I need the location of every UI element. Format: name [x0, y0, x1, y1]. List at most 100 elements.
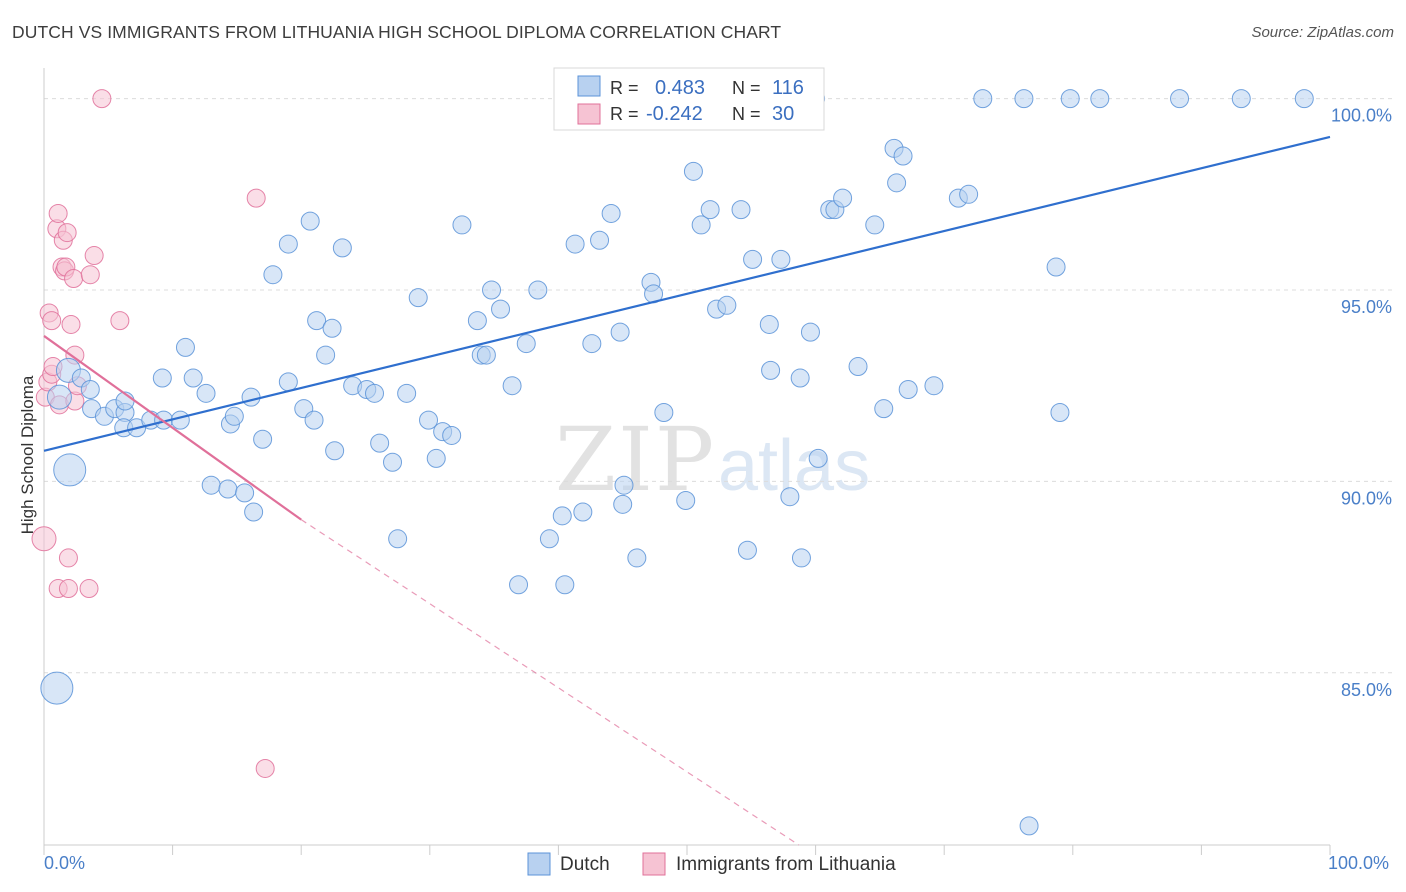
dutch-point-61 — [539, 529, 559, 549]
dutch-point-50 — [442, 425, 462, 445]
dutch-point-30 — [278, 234, 298, 254]
dutch-point-54 — [476, 345, 496, 365]
dutch-point-33 — [304, 410, 324, 430]
dutch-point-91 — [791, 548, 811, 568]
legend-label-lith: Immigrants from Lithuania — [676, 854, 896, 875]
dutch-point-112 — [1050, 402, 1070, 422]
dutch-point-24 — [235, 483, 255, 503]
dutch-point-32 — [300, 211, 320, 231]
dutch-point-104 — [898, 380, 918, 400]
dutch-point-51 — [452, 215, 472, 235]
lithuania-point-24 — [84, 246, 104, 266]
dutch-point-63 — [555, 575, 575, 595]
stats-legend: R = 0.483 N = 116 R = -0.242 N = 30 — [553, 67, 825, 131]
stats-r-label-dutch: R = — [610, 78, 639, 98]
dutch-point-21 — [218, 479, 238, 499]
dutch-point-48 — [426, 448, 446, 468]
stats-legend-swatch-lith — [577, 103, 601, 125]
dutch-point-44 — [388, 529, 408, 549]
dutch-point-43 — [383, 452, 403, 472]
lithuania-point-5 — [42, 311, 62, 331]
stats-legend-swatch-dutch — [577, 75, 601, 97]
dutch-point-113 — [1060, 89, 1080, 109]
lithuania-point-26 — [110, 311, 130, 331]
chart-title: DUTCH VS IMMIGRANTS FROM LITHUANIA HIGH … — [12, 22, 782, 42]
dutch-point-114 — [1090, 89, 1110, 109]
stats-n-label-dutch: N = — [732, 78, 761, 98]
grid-lines — [44, 98, 1392, 674]
dutch-point-98 — [848, 357, 868, 377]
dutch-point-92 — [800, 322, 820, 342]
dutch-point-102 — [887, 173, 907, 193]
lithuania-point-18 — [61, 314, 81, 334]
dutch-point-109 — [1014, 89, 1034, 109]
dutch-point-69 — [610, 322, 630, 342]
stats-n-value-lith: 30 — [772, 103, 794, 125]
dutch-point-71 — [614, 475, 634, 495]
dutch-point-68 — [601, 203, 621, 223]
dutch-point-0 — [53, 453, 87, 487]
dutch-point-55 — [482, 280, 502, 300]
y-axis-label: High School Diploma — [18, 375, 37, 534]
legend-label-dutch: Dutch — [560, 854, 610, 875]
y-tick-label-2: 95.0% — [1341, 297, 1392, 317]
dutch-point-47 — [419, 410, 439, 430]
y-tick-labels: 85.0% 90.0% 95.0% 100.0% — [1331, 106, 1392, 700]
legend-swatch-dutch — [527, 852, 551, 876]
dutch-point-57 — [502, 376, 522, 396]
dutch-point-18 — [183, 368, 203, 388]
lithuania-point-16 — [58, 548, 78, 568]
dutch-point-42 — [370, 433, 390, 453]
dutch-point-46 — [408, 288, 428, 308]
dutch-point-20 — [201, 475, 221, 495]
dutch-point-35 — [316, 345, 336, 365]
dutch-point-5 — [80, 380, 100, 400]
dutch-point-17 — [175, 337, 195, 357]
dutch-point-86 — [759, 314, 779, 334]
stats-r-value-lith: -0.242 — [646, 103, 703, 125]
dutch-point-36 — [322, 318, 342, 338]
dutch-point-110 — [1019, 816, 1039, 836]
y-tick-label-1: 90.0% — [1341, 488, 1392, 508]
dutch-point-45 — [397, 383, 417, 403]
lithuania-point-22 — [79, 579, 99, 599]
dutch-point-103 — [893, 146, 913, 166]
dutch-point-52 — [467, 311, 487, 331]
dutch-point-89 — [780, 487, 800, 507]
dutch-point-1 — [40, 671, 74, 705]
stats-r-value-dutch: 0.483 — [655, 77, 705, 99]
lithuania-trend-line — [43, 335, 302, 521]
lithuania-point-28 — [255, 758, 275, 778]
dutch-point-87 — [761, 360, 781, 380]
dutch-point-88 — [771, 249, 791, 269]
lithuania-trend-extension — [300, 519, 800, 846]
lithuania-points — [31, 89, 275, 778]
dutch-point-23 — [224, 406, 244, 426]
lithuania-point-27 — [246, 188, 266, 208]
dutch-point-62 — [552, 506, 572, 526]
dutch-point-37 — [325, 441, 345, 461]
x-tick-label-min: 0.0% — [44, 853, 85, 873]
dutch-point-67 — [590, 230, 610, 250]
axes — [43, 68, 1331, 855]
lithuania-point-0 — [31, 526, 57, 552]
dutch-point-27 — [253, 429, 273, 449]
dutch-point-64 — [565, 234, 585, 254]
trend-lines — [43, 135, 1331, 846]
dutch-point-90 — [790, 368, 810, 388]
lithuania-point-25 — [92, 89, 112, 109]
source-label: Source: ZipAtlas.com — [1251, 24, 1394, 41]
y-tick-label-3: 100.0% — [1331, 106, 1392, 126]
stats-r-label-lith: R = — [610, 104, 639, 124]
stats-n-value-dutch: 116 — [772, 77, 804, 99]
dutch-point-75 — [654, 402, 674, 422]
dutch-point-107 — [959, 184, 979, 204]
dutch-point-59 — [516, 334, 536, 354]
dutch-point-115 — [1170, 89, 1190, 109]
x-tick-label-max: 100.0% — [1328, 853, 1389, 873]
dutch-point-105 — [924, 376, 944, 396]
stats-n-label-lith: N = — [732, 104, 761, 124]
dutch-point-65 — [573, 502, 593, 522]
dutch-point-41 — [365, 383, 385, 403]
